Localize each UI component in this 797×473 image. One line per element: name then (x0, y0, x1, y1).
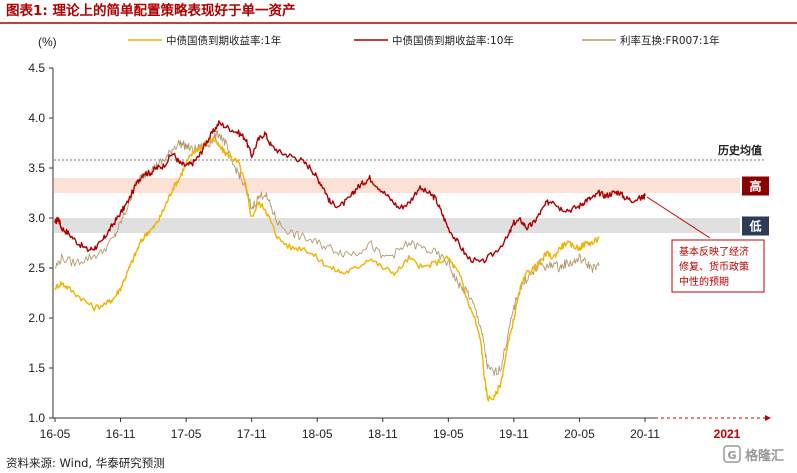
band-label-bg-1 (742, 216, 769, 236)
annotation-line: 基本反映了经济 (679, 245, 749, 258)
legend: 中债国债到期收益率:1年 中债国债到期收益率:10年 利率互换:FR007:1年 (128, 34, 720, 47)
x-tick-label: 16-11 (106, 427, 136, 441)
legend-label-fr007: 利率互换:FR007:1年 (620, 34, 720, 47)
x-tick-label: 18-11 (368, 427, 398, 441)
y-tick-label: 4.5 (28, 61, 45, 75)
x-tick-label: 17-11 (237, 427, 267, 441)
band-label-0: 高 (749, 179, 761, 194)
y-tick-label: 1.0 (28, 411, 45, 425)
band-high (54, 178, 740, 193)
x-tick-label: 20-11 (630, 427, 660, 441)
x-axis: 16-05 16-11 17-05 17-11 18-05 18-11 19-05 19-11… (40, 415, 771, 441)
reference-label: 历史均值 (718, 143, 762, 157)
annotation-box (671, 239, 765, 293)
level-bands: 高低 历史均值 (54, 143, 769, 236)
x-tick-label: 17-05 (171, 427, 202, 441)
y-tick-label: 3.5 (28, 161, 45, 175)
band-label-bg-0 (742, 176, 769, 196)
svg-text:G: G (727, 449, 736, 462)
watermark-text: 格隆汇 (745, 448, 784, 464)
x-tick-label: 16-05 (40, 427, 71, 441)
band-label-1: 低 (748, 219, 761, 234)
watermark-logo: G 格隆汇 (723, 445, 784, 464)
band-low (54, 218, 740, 233)
x-axis-arrow (765, 415, 771, 421)
y-tick-label: 2.0 (28, 311, 45, 325)
y-unit-label: (%) (38, 35, 57, 49)
annotation-line: 修复、货币政策 (679, 260, 749, 273)
source-note: 资料来源: Wind, 华泰研究预测 (6, 456, 165, 470)
y-tick-label: 2.5 (28, 261, 45, 275)
legend-label-10y: 中债国债到期收益率:10年 (392, 34, 514, 47)
y-tick-label: 3.0 (28, 211, 45, 225)
series-1y-line (54, 137, 600, 402)
annotation-line: 中性的预期 (679, 275, 729, 288)
figure-title: 图表1: 理论上的简单配置策略表现好于单一资产 (6, 2, 296, 19)
x-tick-label: 18-05 (302, 427, 333, 441)
y-axis: 1.0 1.5 2.0 2.5 3.0 3.5 4.0 4.5 (28, 61, 54, 425)
series-10y-line (54, 120, 646, 264)
y-tick-label: 1.5 (28, 361, 45, 375)
x-tick-label: 19-11 (499, 427, 529, 441)
x-tick-label: 19-05 (433, 427, 464, 441)
annotation-arrow (646, 196, 711, 239)
x-tick-label: 20-05 (564, 427, 595, 441)
series-lines (54, 120, 646, 402)
y-tick-label: 4.0 (28, 111, 45, 125)
forecast-year-label: 2021 (714, 427, 741, 441)
legend-label-1y: 中债国债到期收益率:1年 (166, 34, 281, 47)
series-fr007-line (55, 129, 600, 376)
